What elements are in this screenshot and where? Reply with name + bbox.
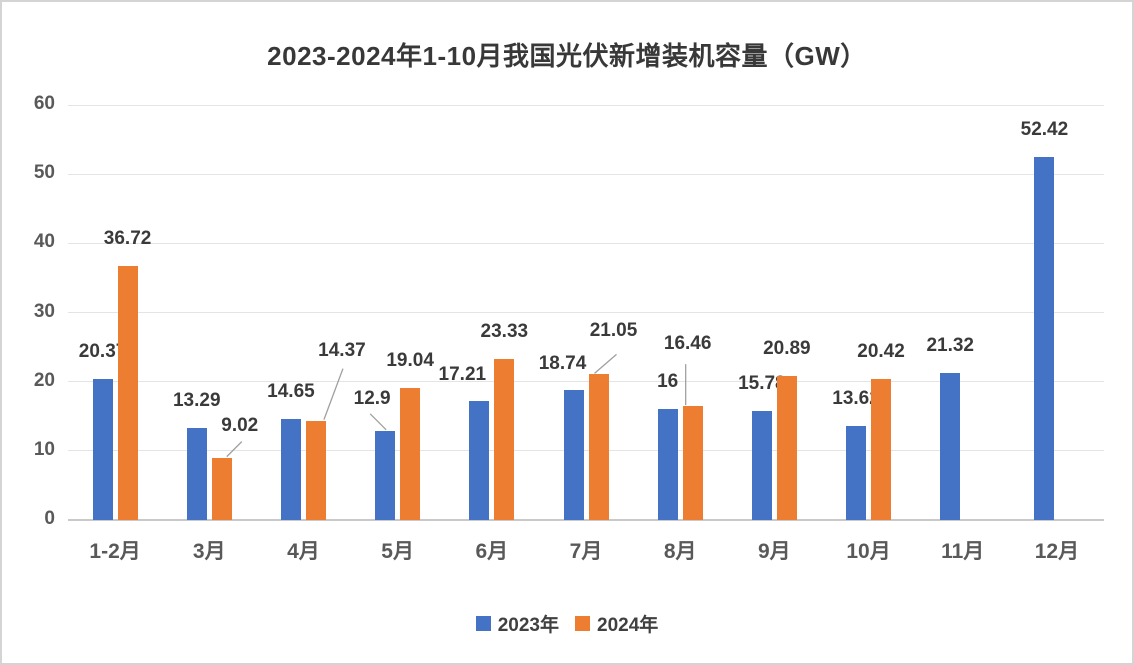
y-tick-label: 10 xyxy=(33,438,55,460)
data-label: 20.89 xyxy=(763,337,811,359)
bar-2024年 xyxy=(211,457,232,520)
legend-item-2024: 2024年 xyxy=(575,610,658,637)
gridline xyxy=(68,173,1104,175)
legend-swatch-2024 xyxy=(575,616,590,631)
bar-2024年 xyxy=(871,378,892,520)
x-axis-label: 8月 xyxy=(663,540,697,563)
bar-2024年 xyxy=(305,420,326,520)
data-label: 13.62 xyxy=(832,387,880,409)
y-tick-label: 0 xyxy=(44,508,55,529)
legend-label-2023: 2023年 xyxy=(497,615,559,636)
data-label: 21.32 xyxy=(926,334,974,356)
bar-2024年 xyxy=(400,388,421,520)
data-label: 52.42 xyxy=(1020,119,1069,141)
y-tick-label: 60 xyxy=(33,93,55,114)
gridline xyxy=(68,104,1104,106)
x-axis-label: 4月 xyxy=(287,540,320,563)
bar-2023年 xyxy=(1034,157,1055,520)
bar-2024年 xyxy=(682,406,703,520)
chart-title: 2023-2024年1-10月我国光伏新增装机容量（GW） xyxy=(267,41,867,71)
legend-item-2023: 2023年 xyxy=(475,610,559,637)
bar-2023年 xyxy=(375,430,396,520)
data-label: 20.37 xyxy=(78,341,127,363)
x-axis-label: 5月 xyxy=(381,540,414,563)
data-label: 16 xyxy=(657,371,679,393)
x-axis-label: 10月 xyxy=(846,540,891,563)
bar-2023年 xyxy=(751,410,772,520)
x-axis-label: 11月 xyxy=(941,540,985,563)
data-label: 13.29 xyxy=(172,390,221,412)
data-label: 21.05 xyxy=(589,320,638,342)
data-label: 36.72 xyxy=(103,228,152,250)
data-label: 15.78 xyxy=(738,372,786,394)
y-tick-label: 50 xyxy=(33,162,55,184)
gridline xyxy=(68,312,1104,313)
data-label: 20.42 xyxy=(857,340,905,362)
gridline xyxy=(68,242,1104,244)
bar-2024年 xyxy=(588,374,609,520)
data-label: 16.46 xyxy=(663,333,712,355)
x-axis-label: 9月 xyxy=(758,540,791,563)
x-axis-label: 7月 xyxy=(569,540,603,563)
bar-2023年 xyxy=(846,425,867,520)
bar-2023年 xyxy=(92,379,113,520)
bar-2023年 xyxy=(657,409,678,520)
bar-2023年 xyxy=(280,418,301,520)
data-label: 9.02 xyxy=(221,414,259,436)
x-axis-label: 6月 xyxy=(475,540,509,563)
bar-2024年 xyxy=(776,375,797,520)
legend-label-2024: 2024年 xyxy=(597,615,659,636)
y-tick-label: 30 xyxy=(33,300,55,322)
x-axis-line xyxy=(68,519,1104,521)
gridline xyxy=(68,381,1104,383)
bar-2023年 xyxy=(469,400,490,520)
bar-2023年 xyxy=(186,428,207,520)
y-tick-label: 40 xyxy=(33,231,55,253)
y-tick-label: 20 xyxy=(33,369,55,391)
data-label: 23.33 xyxy=(480,320,529,342)
data-label: 12.9 xyxy=(353,387,391,409)
bar-2023年 xyxy=(563,390,584,520)
data-label: 18.74 xyxy=(538,353,587,375)
data-label: 14.65 xyxy=(267,380,315,402)
x-axis-label: 12月 xyxy=(1034,540,1080,563)
bar-2024年 xyxy=(494,358,515,520)
data-label: 17.21 xyxy=(438,363,487,385)
data-label: 19.04 xyxy=(386,350,434,372)
bar-2024年 xyxy=(117,266,138,520)
bar-2023年 xyxy=(940,372,961,520)
legend: 2023年 2024年 xyxy=(2,610,1132,637)
legend-swatch-2023 xyxy=(475,616,491,631)
data-label: 14.37 xyxy=(318,339,366,361)
x-axis-label: 1-2月 xyxy=(89,540,141,563)
gridline xyxy=(68,450,1104,452)
x-axis-label: 3月 xyxy=(192,540,226,563)
